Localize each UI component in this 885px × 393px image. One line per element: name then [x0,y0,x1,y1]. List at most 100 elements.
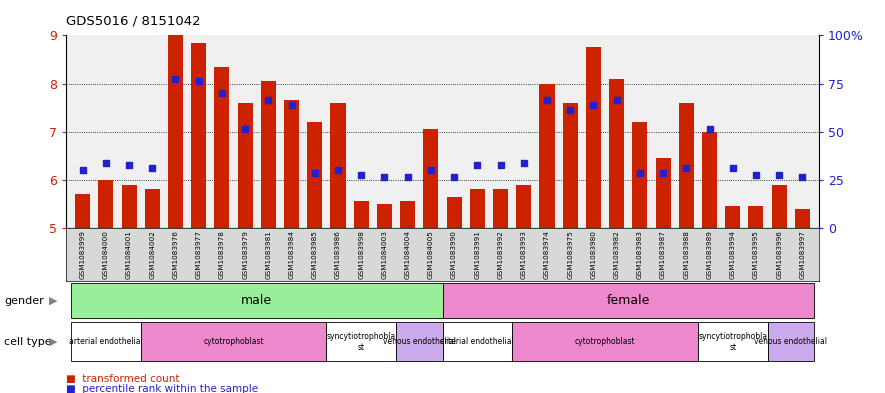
Text: syncytiotrophobla
st: syncytiotrophobla st [698,332,767,352]
Point [494,162,508,169]
Bar [191,42,206,228]
Text: cell type: cell type [4,337,52,347]
Text: GSM1083977: GSM1083977 [196,231,202,279]
Point [424,167,438,173]
Bar [795,209,810,228]
Text: GSM1083988: GSM1083988 [683,231,689,279]
Bar [354,202,369,228]
Text: arterial endothelial: arterial endothelial [441,338,514,346]
Bar [447,196,462,228]
Bar [400,202,415,228]
Point [703,126,717,132]
Point [377,174,391,180]
Text: GSM1083984: GSM1083984 [289,231,295,279]
Text: GSM1083975: GSM1083975 [567,231,573,279]
Text: GSM1084000: GSM1084000 [103,231,109,279]
Text: ■  percentile rank within the sample: ■ percentile rank within the sample [66,384,258,393]
Bar [493,189,508,228]
Point [354,172,368,178]
Text: venous endothelial: venous endothelial [383,338,456,346]
Bar [98,180,113,228]
Bar [656,158,671,228]
Point [331,167,345,173]
Text: GSM1083976: GSM1083976 [173,231,179,279]
Bar [442,322,512,362]
Bar [75,194,90,228]
Bar [767,322,814,362]
Point [238,126,252,132]
Text: syncytiotrophobla
st: syncytiotrophobla st [327,332,396,352]
Point [122,162,136,169]
Point [726,165,740,171]
Text: GSM1083978: GSM1083978 [219,231,225,279]
Bar [540,83,555,228]
Text: GSM1084001: GSM1084001 [126,231,132,279]
Bar [307,122,322,228]
Point [610,97,624,103]
Bar [141,322,327,362]
Point [261,97,275,103]
Point [772,172,786,178]
Text: GSM1083983: GSM1083983 [637,231,643,279]
Text: GSM1083982: GSM1083982 [613,231,620,279]
Bar [516,185,531,228]
Text: GSM1083996: GSM1083996 [776,231,782,279]
Point [563,107,577,113]
Point [447,174,461,180]
Text: GSM1083974: GSM1083974 [544,231,550,279]
Text: gender: gender [4,296,44,306]
Bar [284,100,299,228]
Point [145,165,159,171]
Bar [749,206,764,228]
Bar [237,103,253,228]
Text: GSM1084003: GSM1084003 [381,231,388,279]
Text: GSM1083987: GSM1083987 [660,231,666,279]
Text: cytotrophoblast: cytotrophoblast [204,338,264,346]
Point [796,174,810,180]
Bar [168,35,183,228]
Text: GSM1084004: GSM1084004 [404,231,411,279]
Text: GSM1083991: GSM1083991 [474,231,481,279]
Point [99,160,113,166]
Text: ▶: ▶ [49,296,58,306]
Text: ■  transformed count: ■ transformed count [66,374,180,384]
Text: venous endothelial: venous endothelial [754,338,827,346]
Text: GSM1083993: GSM1083993 [520,231,527,279]
Text: GSM1083998: GSM1083998 [358,231,365,279]
Point [401,174,415,180]
Text: arterial endothelial: arterial endothelial [69,338,142,346]
Point [587,102,601,108]
Text: GSM1083985: GSM1083985 [312,231,318,279]
Point [517,160,531,166]
Bar [330,103,345,228]
Text: GSM1083986: GSM1083986 [335,231,341,279]
Point [192,78,206,84]
Text: ▶: ▶ [49,337,58,347]
Bar [442,283,814,318]
Point [656,169,670,176]
Bar [586,48,601,228]
Bar [609,79,624,228]
Bar [423,129,438,228]
Text: GSM1083989: GSM1083989 [706,231,712,279]
Text: male: male [242,294,273,307]
Bar [327,322,396,362]
Point [633,169,647,176]
Bar [632,122,648,228]
Text: GSM1083992: GSM1083992 [497,231,504,279]
Text: GSM1083995: GSM1083995 [753,231,759,279]
Bar [121,185,136,228]
Text: GSM1084002: GSM1084002 [150,231,155,279]
Point [470,162,484,169]
Text: GSM1083999: GSM1083999 [80,231,86,279]
Point [308,169,322,176]
Bar [702,132,717,228]
Text: GSM1083990: GSM1083990 [451,231,458,279]
Bar [396,322,442,362]
Bar [145,189,160,228]
Text: GSM1083997: GSM1083997 [799,231,805,279]
Bar [772,185,787,228]
Bar [563,103,578,228]
Point [749,172,763,178]
Text: cytotrophoblast: cytotrophoblast [574,338,635,346]
